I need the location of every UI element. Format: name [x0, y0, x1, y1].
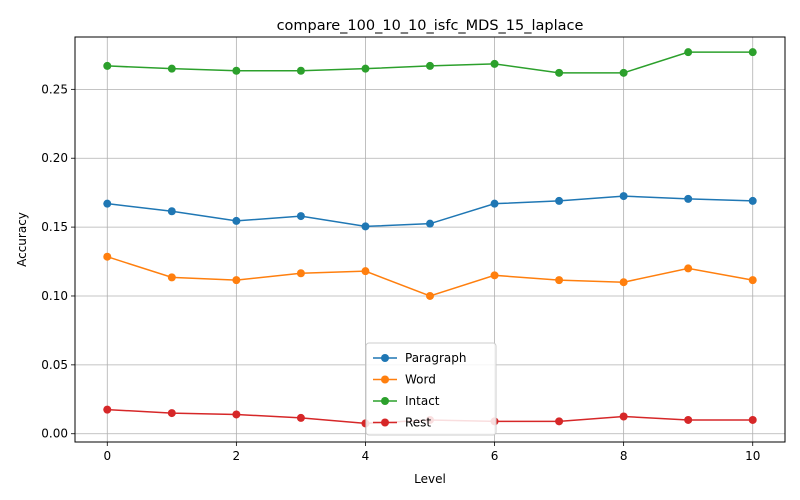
y-tick-label: 0.10: [41, 289, 68, 303]
y-tick-label: 0.00: [41, 427, 68, 441]
data-point-paragraph: [232, 216, 241, 225]
data-point-intact: [619, 68, 628, 77]
data-point-rest: [103, 405, 112, 414]
legend-entry-rest: Rest: [373, 416, 431, 430]
legend-label: Rest: [405, 416, 431, 430]
data-point-word: [232, 276, 241, 285]
x-tick-label: 6: [491, 449, 499, 463]
y-tick-label: 0.05: [41, 358, 68, 372]
data-point-intact: [426, 61, 434, 70]
data-point-intact: [296, 66, 305, 75]
legend-marker: [381, 418, 389, 427]
data-point-word: [103, 252, 112, 261]
y-tick-label: 0.25: [41, 82, 68, 96]
data-point-word: [296, 269, 305, 278]
data-point-rest: [232, 410, 241, 419]
chart-title: compare_100_10_10_isfc_MDS_15_laplace: [277, 18, 584, 34]
legend-box: [365, 342, 497, 436]
legend-label: Word: [405, 373, 436, 387]
data-point-rest: [748, 415, 757, 424]
y-tick-label: 0.20: [41, 151, 68, 165]
data-point-paragraph: [684, 194, 693, 203]
data-point-intact: [490, 59, 499, 68]
data-point-word: [426, 291, 434, 300]
data-point-paragraph: [555, 196, 564, 205]
data-point-intact: [684, 48, 693, 57]
data-point-paragraph: [748, 196, 757, 205]
legend-marker: [381, 354, 389, 362]
x-tick-label: 2: [233, 449, 241, 463]
data-point-paragraph: [103, 199, 112, 208]
legend-label: Intact: [405, 394, 440, 408]
legend-entry-intact: Intact: [373, 394, 440, 408]
data-point-word: [490, 271, 499, 280]
data-point-word: [361, 267, 370, 276]
series-word: [103, 252, 757, 300]
data-point-intact: [555, 68, 564, 77]
data-point-rest: [167, 409, 176, 418]
legend-entry-word: Word: [373, 373, 436, 387]
series-intact: [103, 48, 757, 77]
plot-frame: [74, 36, 786, 443]
legend: Paragraph Word Intact Rest: [365, 342, 497, 436]
legend-label: Paragraph: [405, 351, 466, 365]
data-point-intact: [232, 66, 241, 75]
x-tick-label: 10: [745, 449, 760, 463]
x-tick-label: 0: [103, 449, 111, 463]
data-point-intact: [103, 61, 112, 70]
x-tick-label: 4: [362, 449, 370, 463]
data-point-paragraph: [619, 192, 628, 201]
legend-marker: [381, 397, 389, 405]
ticks: 0 2 4 6 8 10 0.00 0.05 0.10 0.15 0.20 0.25: [41, 82, 760, 463]
x-tick-label: 8: [620, 449, 628, 463]
data-point-rest: [619, 412, 628, 421]
series-paragraph: [103, 192, 757, 231]
data-point-rest: [296, 413, 305, 422]
data-point-paragraph: [490, 199, 499, 208]
data-point-rest: [684, 415, 693, 424]
data-point-intact: [167, 64, 176, 73]
data-point-paragraph: [361, 222, 370, 231]
data-point-intact: [361, 64, 370, 73]
data-point-paragraph: [296, 212, 305, 221]
data-point-paragraph: [426, 219, 434, 228]
data-point-word: [748, 276, 757, 285]
data-point-intact: [748, 48, 757, 57]
data-point-rest: [555, 417, 564, 426]
data-point-word: [684, 264, 693, 273]
data-point-word: [555, 276, 564, 285]
data-point-paragraph: [167, 207, 176, 216]
y-tick-label: 0.15: [41, 220, 68, 234]
data-point-word: [619, 278, 628, 287]
x-axis-label: Level: [414, 472, 446, 486]
y-axis-label: Accuracy: [15, 212, 29, 267]
data-point-word: [167, 273, 176, 282]
legend-marker: [381, 375, 389, 384]
legend-entry-paragraph: Paragraph: [373, 351, 466, 365]
